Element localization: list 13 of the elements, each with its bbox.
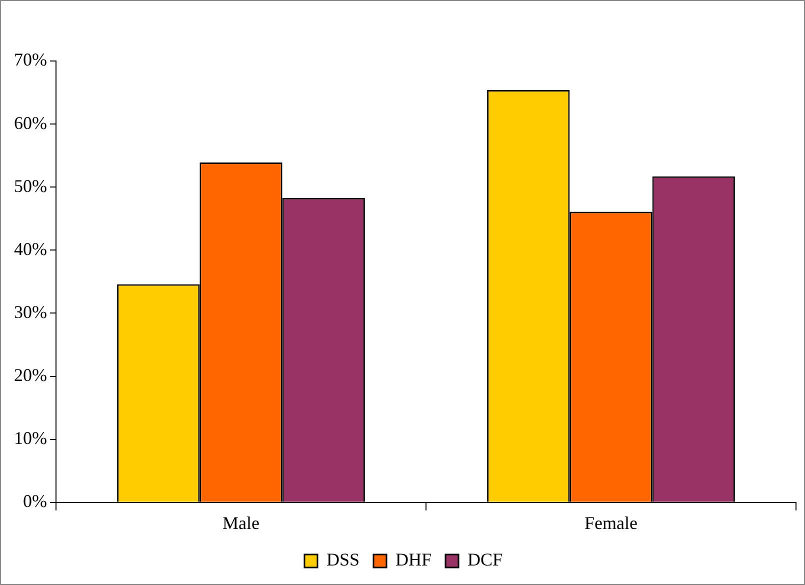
- y-tick-label: 0%: [22, 491, 47, 512]
- y-tick-label: 50%: [14, 176, 47, 196]
- legend-label: DCF: [468, 550, 503, 570]
- legend-label: DHF: [396, 550, 432, 570]
- y-tick-label: 70%: [14, 50, 47, 70]
- y-tick-label: 40%: [14, 238, 47, 259]
- x-tick-label: Female: [584, 512, 638, 533]
- y-tick-label: 20%: [14, 365, 47, 386]
- y-tick-label: 60%: [14, 112, 47, 133]
- legend-label: DSS: [326, 550, 360, 570]
- x-tick-label: Male: [222, 512, 260, 533]
- y-tick-label: 10%: [14, 428, 47, 448]
- y-tick-label: 30%: [14, 302, 47, 322]
